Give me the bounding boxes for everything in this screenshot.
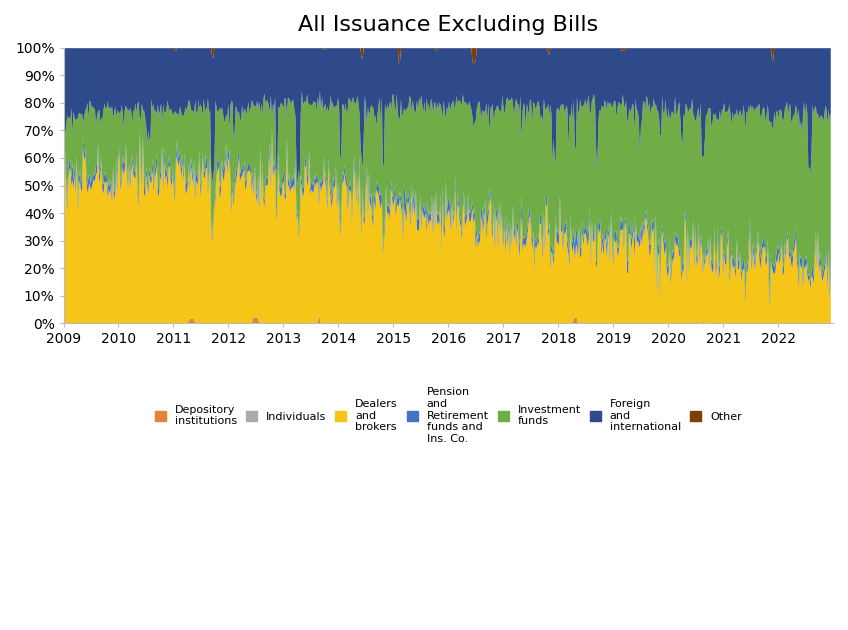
Legend: Depository
institutions, Individuals, Dealers
and
brokers, Pension
and
Retiremen: Depository institutions, Individuals, De… [152, 384, 745, 447]
Title: All Issuance Excluding Bills: All Issuance Excluding Bills [298, 15, 599, 35]
